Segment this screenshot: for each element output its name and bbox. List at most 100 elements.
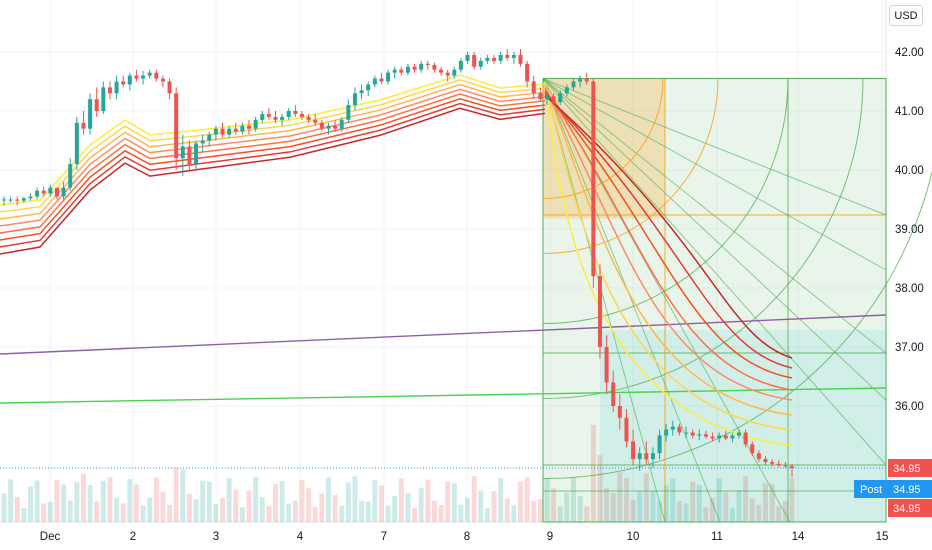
candle-body (611, 382, 616, 406)
candle-body (425, 63, 430, 65)
volume-bar (716, 478, 722, 522)
volume-bar (690, 481, 696, 522)
volume-bar (21, 508, 27, 522)
ribbon-projection (544, 81, 793, 446)
candle-body (492, 57, 497, 61)
volume-bar (729, 507, 735, 522)
ribbon-line (0, 78, 546, 213)
volume-bar (478, 490, 484, 522)
ribbon-line (0, 107, 546, 255)
volume-bar (590, 424, 596, 522)
price-tick-label: 41.00 (895, 106, 924, 118)
candle-body (352, 93, 357, 106)
volume-bar (570, 477, 576, 522)
volume-bar (127, 479, 133, 522)
candle-body (227, 128, 232, 135)
volume-bar (279, 481, 285, 522)
ribbon-line (0, 88, 546, 227)
price-tick-label: 40.00 (895, 165, 924, 177)
ribbon-line (0, 83, 546, 220)
candle-body (266, 113, 271, 117)
candle-body (485, 57, 490, 61)
candle-body (333, 125, 338, 129)
candle-body (41, 190, 46, 194)
candle-body (697, 434, 702, 436)
candle-body (286, 111, 291, 117)
candle-body (743, 432, 748, 445)
candle-body (591, 81, 596, 277)
fib-arc (542, 169, 932, 480)
volume-bar (657, 501, 663, 522)
volume-bar (557, 506, 563, 522)
volume-bar (531, 500, 537, 522)
volume-bar (173, 467, 179, 522)
ribbon-line (0, 74, 546, 206)
volume-bar (47, 501, 53, 522)
candle-body (730, 435, 735, 439)
candle-body (650, 453, 655, 460)
candle-body (2, 199, 6, 201)
time-tick-label: 9 (547, 531, 553, 543)
volume-bar (597, 455, 603, 522)
volume-bar (425, 479, 431, 522)
fib-arc (542, 78, 664, 200)
volume-bar (776, 506, 782, 522)
candlesticks (2, 49, 794, 477)
volume-bar (584, 506, 590, 522)
candle-body (121, 81, 126, 85)
volume-bar (604, 488, 610, 522)
ribbon-projection (544, 92, 793, 369)
candle-body (174, 93, 179, 159)
candle-body (313, 119, 318, 123)
volume-bar (325, 477, 331, 522)
candle-body (187, 146, 192, 165)
volume-bar (114, 497, 120, 522)
time-tick-label: 7 (381, 531, 387, 543)
volume-bar (233, 489, 239, 522)
candle-body (538, 93, 543, 100)
volume-bar (193, 499, 199, 522)
candle-body (260, 113, 265, 120)
candle-body (763, 459, 768, 463)
candle-body (299, 113, 304, 117)
volume-bar (332, 495, 338, 522)
candle-body (750, 444, 755, 454)
candle-body (379, 78, 384, 82)
currency-button[interactable]: USD (889, 5, 923, 26)
candle-body (432, 64, 437, 70)
volume-bar (650, 491, 656, 522)
price-tag (888, 459, 932, 477)
volume-bar (259, 497, 265, 522)
candle-body (717, 435, 722, 439)
candle-body (339, 119, 344, 129)
time-axis[interactable]: Dec 2 3 4 7 8 9 10 11 14 15 (40, 531, 889, 543)
volume-bar (14, 497, 20, 522)
candle-body (167, 81, 172, 94)
time-tick-label: 11 (711, 531, 723, 543)
volume-bar (286, 503, 292, 522)
volume-bar (789, 477, 795, 522)
candle-body (326, 125, 331, 129)
volume-bar (306, 488, 312, 522)
candle-body (233, 128, 238, 132)
volume-bar (537, 499, 543, 522)
price-tag (888, 499, 932, 517)
price-axis[interactable]: 42.00 41.00 40.00 39.00 38.00 37.00 36.00 (895, 47, 924, 413)
candle-body (68, 164, 73, 188)
fib-fan-ray (542, 78, 666, 523)
volume-bar (511, 505, 517, 522)
fib-fan-ray (542, 78, 887, 466)
candle-body (624, 417, 629, 442)
time-tick-label: 14 (792, 531, 805, 543)
candle-body (518, 54, 523, 64)
candle-body (35, 190, 40, 197)
candle-body (756, 453, 761, 460)
volume-bar (226, 478, 232, 522)
price-tick-label: 39.00 (895, 224, 924, 236)
candle-body (160, 78, 165, 82)
volume-bar (153, 477, 159, 522)
candle-body (220, 128, 225, 135)
volume-bar (80, 473, 86, 522)
candle-body (280, 116, 285, 120)
